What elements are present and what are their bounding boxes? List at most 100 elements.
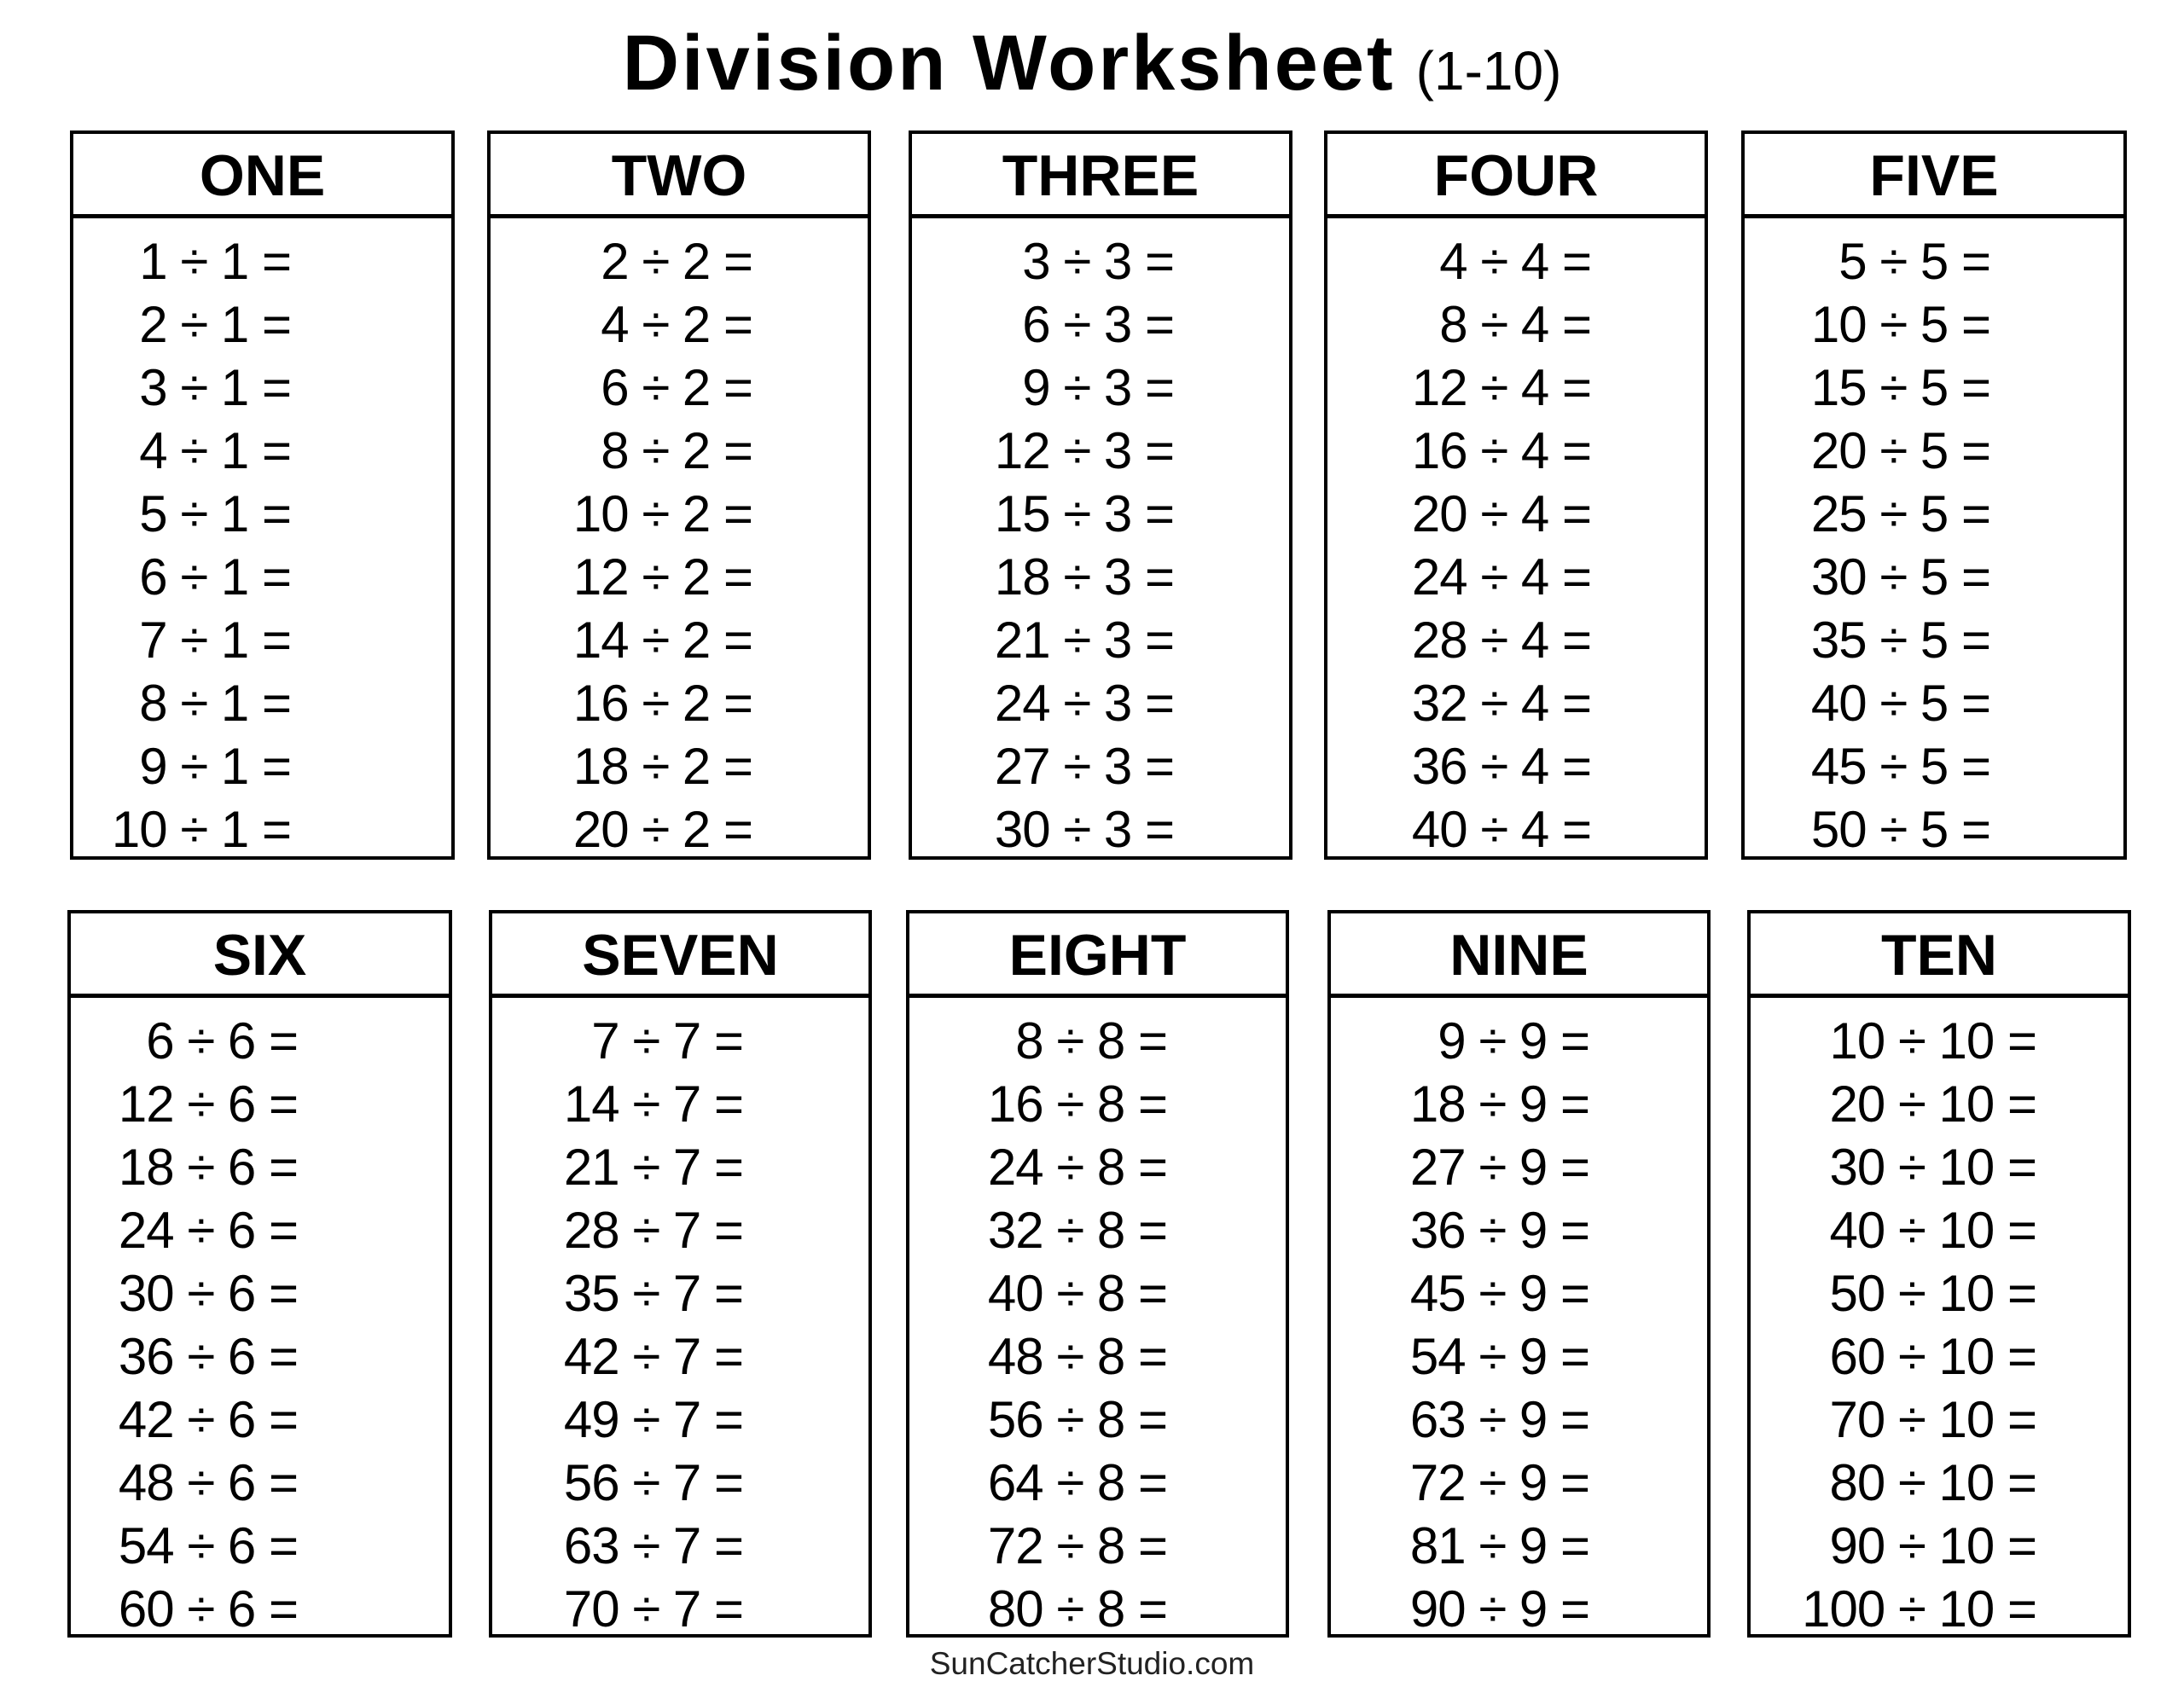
- division-problem: 4 ÷ 1 =: [139, 422, 292, 479]
- division-problem: 32 ÷ 8 =: [987, 1202, 1168, 1259]
- division-problem: 10 ÷ 5 =: [1810, 296, 1991, 353]
- table-one: ONE 1 ÷ 1 = 2 ÷ 1 = 3 ÷ 1 = 4 ÷ 1 = 5 ÷ 1 = 6 …: [70, 130, 455, 860]
- division-problem: 8 ÷ 2 =: [601, 422, 753, 479]
- division-problem: 54 ÷ 6 =: [118, 1517, 299, 1574]
- division-problem: 36 ÷ 9 =: [1409, 1202, 1590, 1259]
- page-title: Division Worksheet (1-10): [0, 19, 2184, 108]
- division-problem: 8 ÷ 4 =: [1439, 296, 1592, 353]
- division-problem: 24 ÷ 8 =: [987, 1139, 1168, 1196]
- division-problem: 54 ÷ 9 =: [1409, 1328, 1590, 1385]
- division-problem: 70 ÷ 7 =: [563, 1580, 744, 1638]
- footer-credit: SunCatcherStudio.com: [929, 1646, 1255, 1681]
- title-main: Division Worksheet: [622, 20, 1396, 107]
- table-header: THREE: [912, 134, 1289, 218]
- division-problem: 60 ÷ 10 =: [1829, 1328, 2037, 1385]
- division-problem: 30 ÷ 10 =: [1829, 1139, 2037, 1196]
- division-problem: 40 ÷ 5 =: [1810, 675, 1991, 732]
- division-problem: 9 ÷ 1 =: [139, 738, 292, 795]
- problem-list: 9 ÷ 9 = 18 ÷ 9 = 27 ÷ 9 = 36 ÷ 9 = 45 ÷ 9 = 5…: [1331, 998, 1707, 1641]
- table-header: TEN: [1751, 913, 2128, 998]
- division-problem: 10 ÷ 10 =: [1829, 1012, 2037, 1070]
- division-problem: 6 ÷ 6 =: [146, 1012, 299, 1070]
- division-problem: 7 ÷ 7 =: [591, 1012, 744, 1070]
- table-seven: SEVEN 7 ÷ 7 = 14 ÷ 7 = 21 ÷ 7 = 28 ÷ 7 = 35 ÷…: [489, 910, 872, 1638]
- table-header: SEVEN: [492, 913, 868, 998]
- table-eight: EIGHT 8 ÷ 8 = 16 ÷ 8 = 24 ÷ 8 = 32 ÷ 8 = 40 ÷…: [906, 910, 1289, 1638]
- division-problem: 4 ÷ 2 =: [601, 296, 753, 353]
- division-problem: 1 ÷ 1 =: [139, 233, 292, 290]
- division-problem: 30 ÷ 3 =: [994, 801, 1175, 858]
- problem-list: 7 ÷ 7 = 14 ÷ 7 = 21 ÷ 7 = 28 ÷ 7 = 35 ÷ 7 = 4…: [492, 998, 868, 1641]
- division-problem: 15 ÷ 5 =: [1810, 359, 1991, 416]
- division-problem: 72 ÷ 9 =: [1409, 1454, 1590, 1511]
- division-problem: 6 ÷ 2 =: [601, 359, 753, 416]
- table-five: FIVE 5 ÷ 5 = 10 ÷ 5 = 15 ÷ 5 = 20 ÷ 5 = 25 ÷ …: [1741, 130, 2127, 860]
- division-problem: 15 ÷ 3 =: [994, 485, 1175, 542]
- division-problem: 24 ÷ 6 =: [118, 1202, 299, 1259]
- division-problem: 20 ÷ 10 =: [1829, 1075, 2037, 1133]
- problem-list: 5 ÷ 5 = 10 ÷ 5 = 15 ÷ 5 = 20 ÷ 5 = 25 ÷ 5 = 3…: [1745, 218, 2123, 861]
- table-six: SIX 6 ÷ 6 = 12 ÷ 6 = 18 ÷ 6 = 24 ÷ 6 = 30 ÷ 6…: [67, 910, 452, 1638]
- division-problem: 63 ÷ 7 =: [563, 1517, 744, 1574]
- division-problem: 49 ÷ 7 =: [563, 1391, 744, 1448]
- division-problem: 9 ÷ 9 =: [1438, 1012, 1590, 1070]
- division-problem: 5 ÷ 1 =: [139, 485, 292, 542]
- division-problem: 40 ÷ 10 =: [1829, 1202, 2037, 1259]
- division-problem: 6 ÷ 1 =: [139, 548, 292, 606]
- division-problem: 50 ÷ 10 =: [1829, 1265, 2037, 1322]
- problem-list: 2 ÷ 2 = 4 ÷ 2 = 6 ÷ 2 = 8 ÷ 2 = 10 ÷ 2 = 12 ÷…: [491, 218, 868, 861]
- division-problem: 80 ÷ 8 =: [987, 1580, 1168, 1638]
- division-problem: 36 ÷ 4 =: [1411, 738, 1592, 795]
- division-problem: 18 ÷ 2 =: [572, 738, 753, 795]
- division-problem: 18 ÷ 9 =: [1409, 1075, 1590, 1133]
- division-problem: 3 ÷ 3 =: [1022, 233, 1175, 290]
- table-four: FOUR 4 ÷ 4 = 8 ÷ 4 = 12 ÷ 4 = 16 ÷ 4 = 20 ÷ 4…: [1324, 130, 1708, 860]
- problem-list: 3 ÷ 3 = 6 ÷ 3 = 9 ÷ 3 = 12 ÷ 3 = 15 ÷ 3 = 18 …: [912, 218, 1289, 861]
- problem-list: 4 ÷ 4 = 8 ÷ 4 = 12 ÷ 4 = 16 ÷ 4 = 20 ÷ 4 = 24…: [1327, 218, 1705, 861]
- division-problem: 56 ÷ 7 =: [563, 1454, 744, 1511]
- division-problem: 48 ÷ 8 =: [987, 1328, 1168, 1385]
- division-problem: 8 ÷ 8 =: [1015, 1012, 1168, 1070]
- table-header: TWO: [491, 134, 868, 218]
- division-problem: 8 ÷ 1 =: [139, 675, 292, 732]
- division-problem: 30 ÷ 6 =: [118, 1265, 299, 1322]
- division-problem: 5 ÷ 5 =: [1838, 233, 1991, 290]
- division-problem: 63 ÷ 9 =: [1409, 1391, 1590, 1448]
- division-problem: 12 ÷ 3 =: [994, 422, 1175, 479]
- division-problem: 14 ÷ 2 =: [572, 612, 753, 669]
- division-problem: 24 ÷ 3 =: [994, 675, 1175, 732]
- division-problem: 25 ÷ 5 =: [1810, 485, 1991, 542]
- division-problem: 42 ÷ 7 =: [563, 1328, 744, 1385]
- division-problem: 35 ÷ 5 =: [1810, 612, 1991, 669]
- division-problem: 42 ÷ 6 =: [118, 1391, 299, 1448]
- division-problem: 35 ÷ 7 =: [563, 1265, 744, 1322]
- division-problem: 12 ÷ 6 =: [118, 1075, 299, 1133]
- division-problem: 3 ÷ 1 =: [139, 359, 292, 416]
- division-problem: 50 ÷ 5 =: [1810, 801, 1991, 858]
- division-problem: 45 ÷ 9 =: [1409, 1265, 1590, 1322]
- division-problem: 6 ÷ 3 =: [1022, 296, 1175, 353]
- problem-list: 10 ÷ 10 = 20 ÷ 10 = 30 ÷ 10 = 40 ÷ 10 = 50 ÷…: [1751, 998, 2128, 1641]
- division-problem: 28 ÷ 4 =: [1411, 612, 1592, 669]
- problem-list: 8 ÷ 8 = 16 ÷ 8 = 24 ÷ 8 = 32 ÷ 8 = 40 ÷ 8 = 4…: [909, 998, 1286, 1641]
- division-problem: 2 ÷ 1 =: [139, 296, 292, 353]
- table-two: TWO 2 ÷ 2 = 4 ÷ 2 = 6 ÷ 2 = 8 ÷ 2 = 10 ÷ 2 = 1…: [487, 130, 871, 860]
- division-problem: 72 ÷ 8 =: [987, 1517, 1168, 1574]
- division-problem: 18 ÷ 6 =: [118, 1139, 299, 1196]
- division-problem: 12 ÷ 2 =: [572, 548, 753, 606]
- division-problem: 28 ÷ 7 =: [563, 1202, 744, 1259]
- division-problem: 18 ÷ 3 =: [994, 548, 1175, 606]
- division-problem: 16 ÷ 4 =: [1411, 422, 1592, 479]
- division-problem: 20 ÷ 2 =: [572, 801, 753, 858]
- problem-list: 1 ÷ 1 = 2 ÷ 1 = 3 ÷ 1 = 4 ÷ 1 = 5 ÷ 1 = 6 ÷ 1…: [73, 218, 451, 861]
- division-problem: 16 ÷ 8 =: [987, 1075, 1168, 1133]
- table-header: FIVE: [1745, 134, 2123, 218]
- table-header: ONE: [73, 134, 451, 218]
- table-header: FOUR: [1327, 134, 1705, 218]
- division-problem: 56 ÷ 8 =: [987, 1391, 1168, 1448]
- division-problem: 9 ÷ 3 =: [1022, 359, 1175, 416]
- division-problem: 81 ÷ 9 =: [1409, 1517, 1590, 1574]
- table-nine: NINE 9 ÷ 9 = 18 ÷ 9 = 27 ÷ 9 = 36 ÷ 9 = 45 ÷ …: [1327, 910, 1711, 1638]
- division-problem: 30 ÷ 5 =: [1810, 548, 1991, 606]
- division-problem: 10 ÷ 2 =: [572, 485, 753, 542]
